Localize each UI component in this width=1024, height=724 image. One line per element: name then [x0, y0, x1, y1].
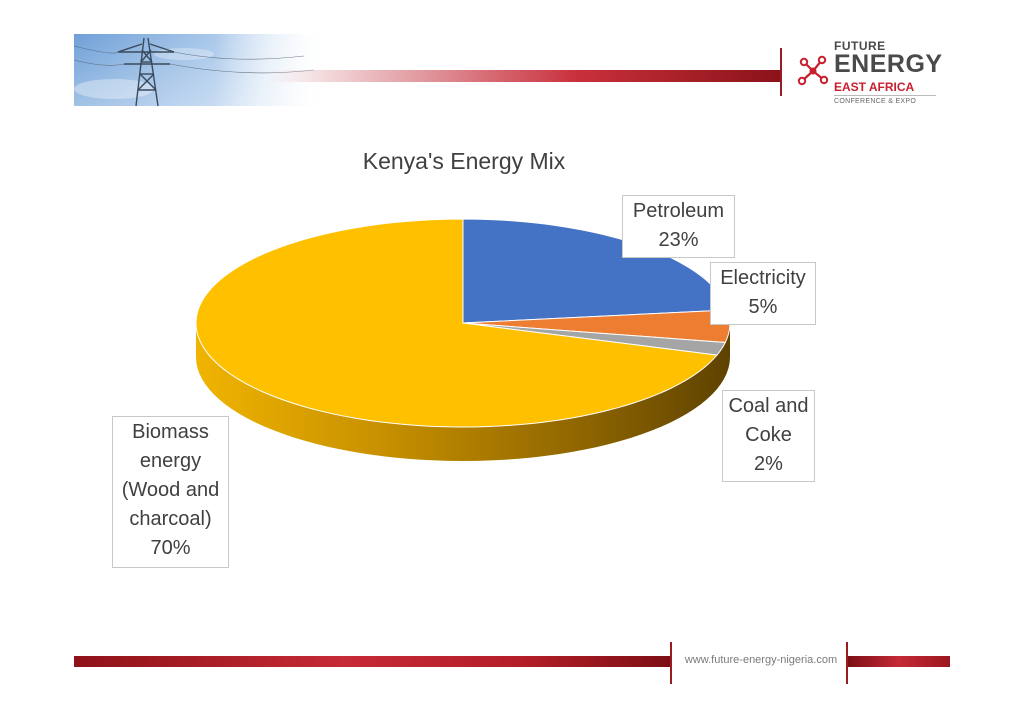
data-label-biomass-line2: energy — [139, 450, 202, 472]
data-label-biomass-line1: Biomass — [132, 421, 209, 443]
logo-region-text: EAST AFRICA — [834, 80, 915, 94]
data-label-biomass: Biomass energy (Wood and charcoal) 70% — [112, 416, 229, 568]
network-nodes-icon — [797, 55, 829, 86]
data-label-coal-line1: Coal and — [728, 395, 809, 417]
data-label-petroleum-value: 23% — [658, 229, 699, 251]
header-accent-bar — [270, 70, 782, 82]
data-label-electricity: Electricity 5% — [710, 262, 816, 325]
future-energy-logo: FUTURE ENERGY EAST AFRICA CONFERENCE & E… — [796, 39, 946, 110]
footer-divider-right — [846, 642, 848, 684]
logo-tagline-text: CONFERENCE & EXPO — [834, 98, 917, 105]
data-label-electricity-name: Electricity — [720, 267, 806, 289]
data-label-biomass-line3: (Wood and — [121, 479, 220, 501]
footer-divider-left — [670, 642, 672, 684]
footer-website-text: www.future-energy-nigeria.com — [684, 654, 838, 666]
data-label-petroleum: Petroleum 23% — [622, 195, 735, 258]
data-label-electricity-value: 5% — [748, 296, 778, 318]
header-divider — [780, 48, 782, 96]
pie-slice-biomass — [195, 218, 718, 428]
chart-title: Kenya's Energy Mix — [362, 148, 566, 174]
logo-energy-text: ENERGY — [834, 50, 943, 78]
logo-rule — [834, 95, 936, 96]
logo-future-text: FUTURE — [834, 39, 886, 53]
footer-accent-bar-right — [848, 656, 950, 667]
data-label-petroleum-name: Petroleum — [632, 200, 725, 222]
data-label-biomass-value: 70% — [150, 537, 191, 559]
data-label-coal-line2: Coke — [745, 424, 792, 446]
pie-side-wall — [196, 323, 730, 461]
data-label-coal-and-coke: Coal and Coke 2% — [722, 390, 815, 482]
footer-accent-bar-left — [74, 656, 670, 667]
data-label-biomass-line4: charcoal) — [129, 508, 212, 530]
data-label-coal-value: 2% — [754, 453, 783, 475]
